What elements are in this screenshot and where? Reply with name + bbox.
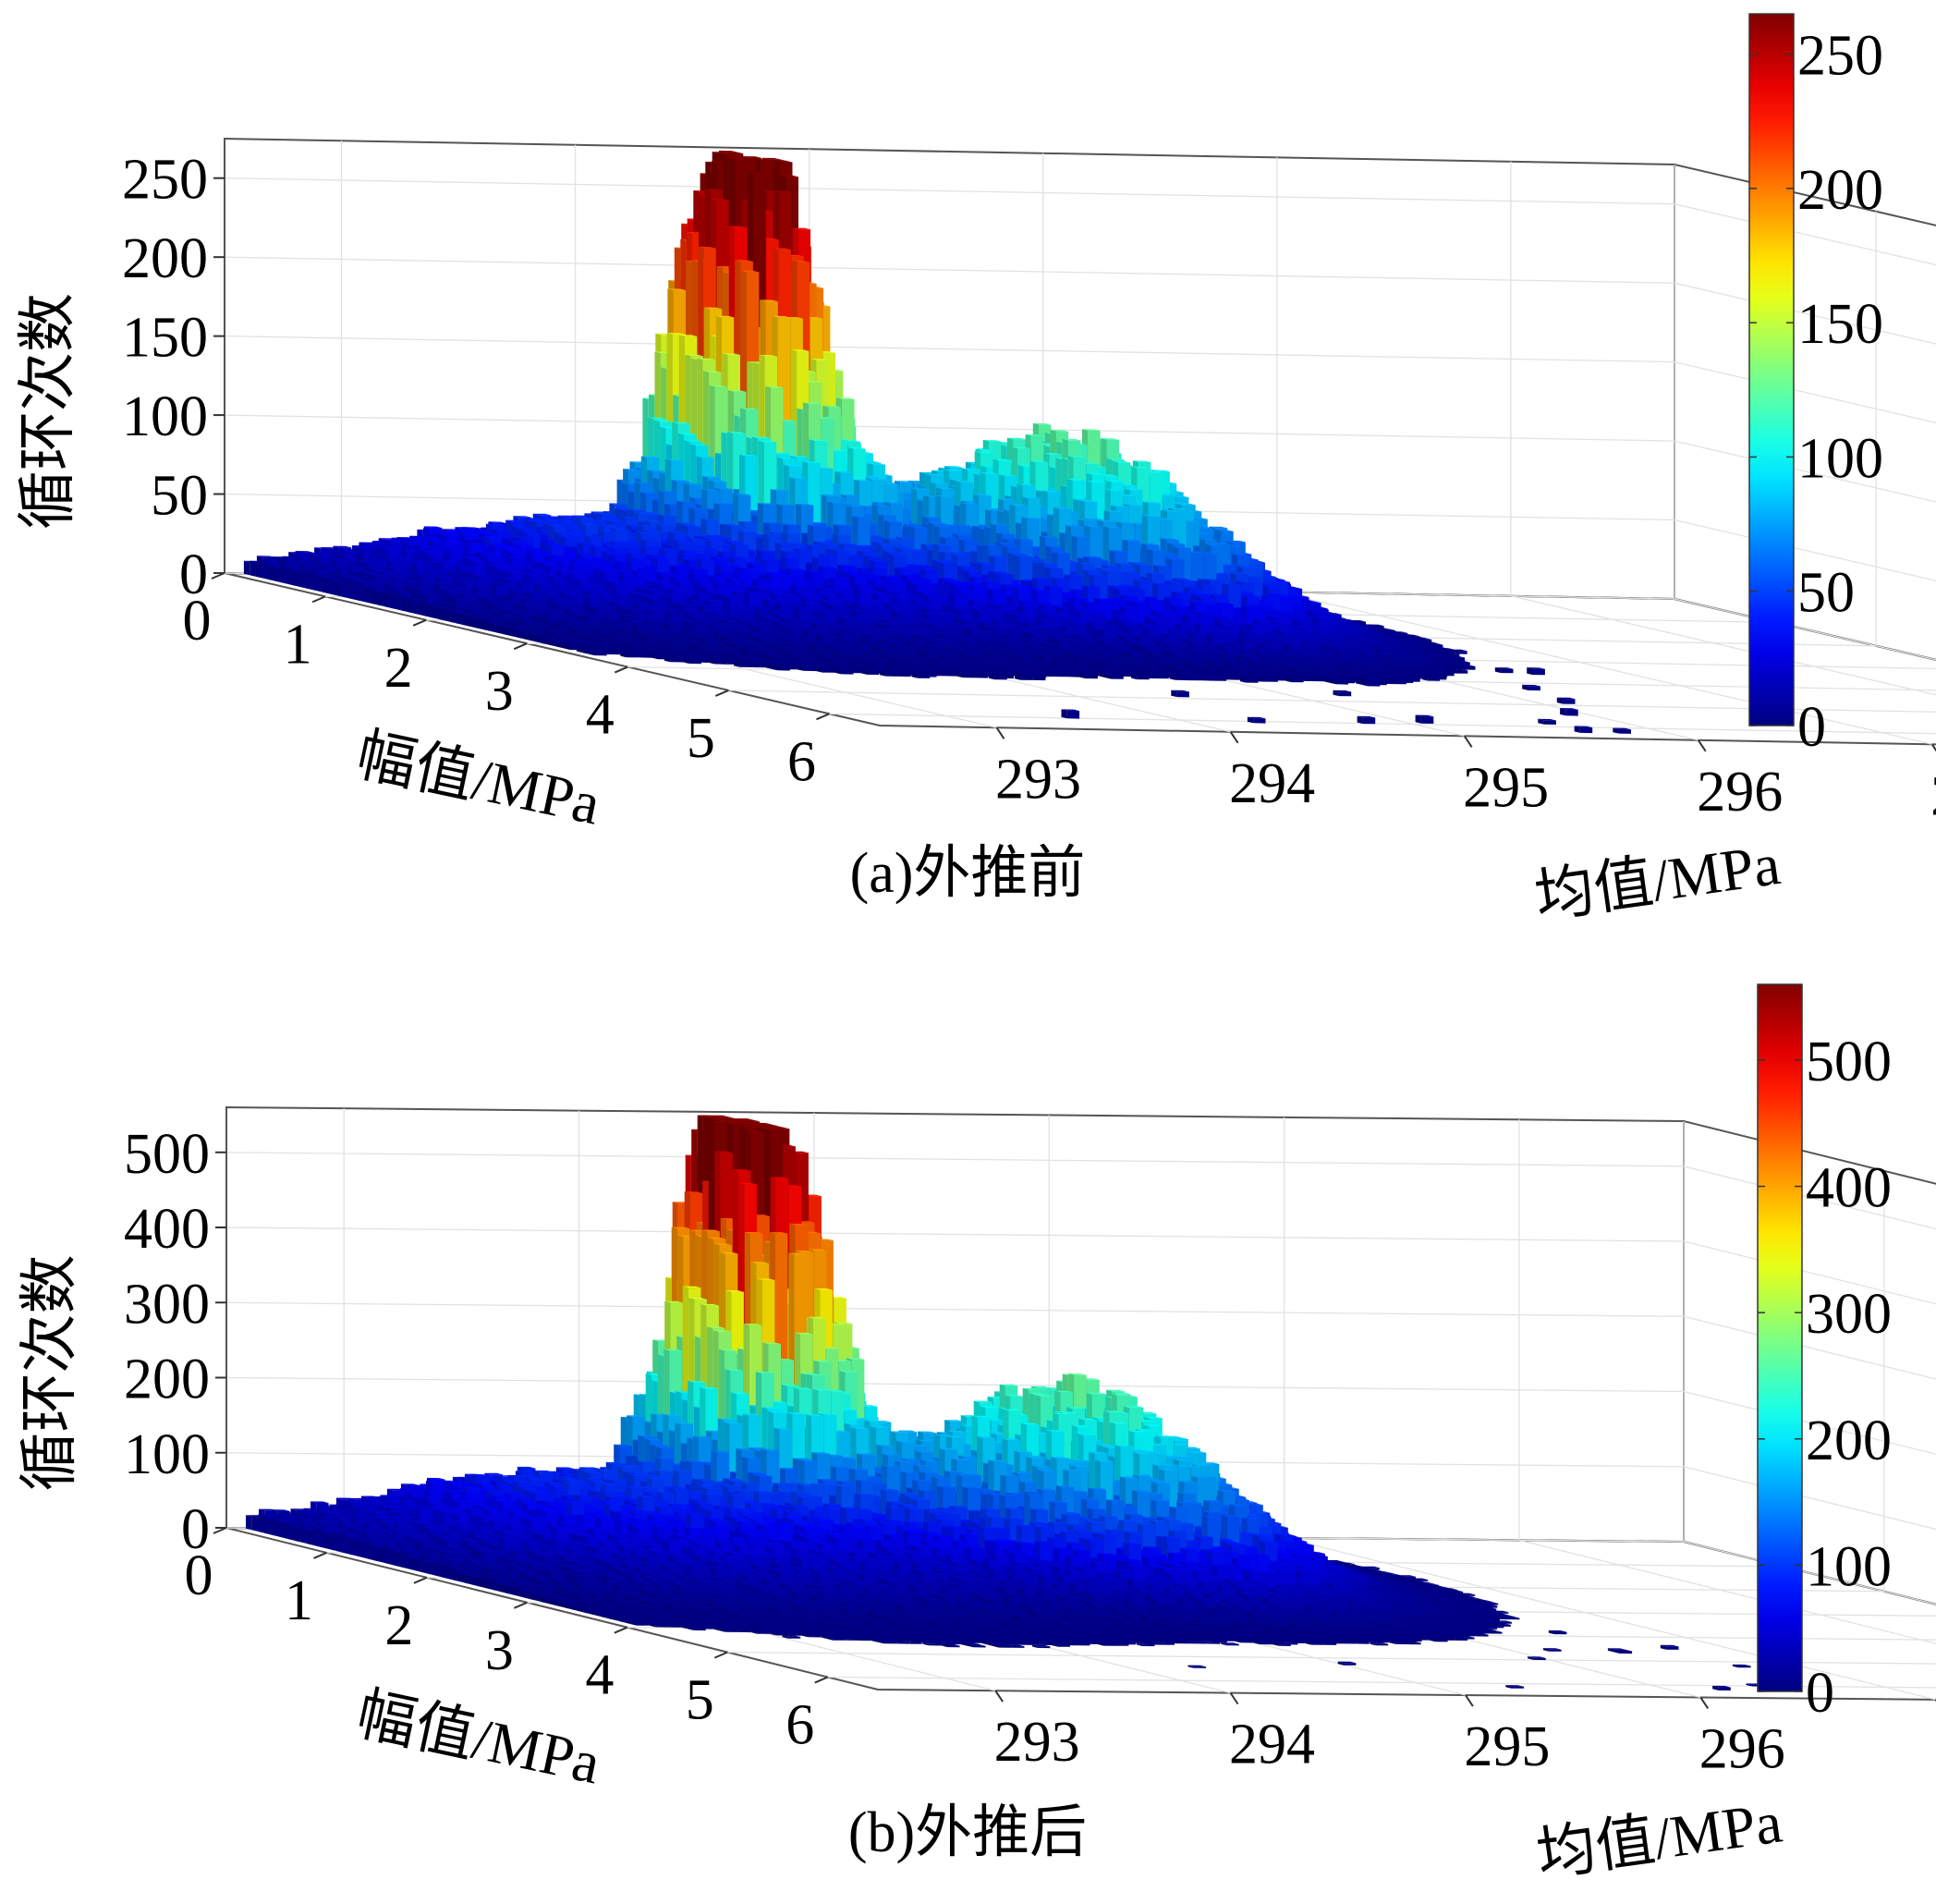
z-axis-label: 循环次数	[15, 293, 80, 530]
grid-z	[225, 178, 1936, 357]
x-tick-label: 1	[284, 613, 312, 676]
colorbar-tick-label: 200	[1797, 159, 1883, 222]
y-tick-label: 295	[1463, 756, 1549, 819]
colorbar-tick-label: 250	[1797, 25, 1883, 88]
grid-z	[225, 257, 1936, 435]
y-tick-label: 294	[1229, 752, 1315, 815]
y-tick-label: 293	[995, 748, 1081, 811]
bar	[1248, 717, 1266, 724]
colorbar-tick-label: 100	[1797, 427, 1883, 490]
bar	[1358, 716, 1376, 725]
y-tick-label: 296	[1697, 761, 1783, 824]
bar3d-chart-b: 0100200300400500012345629329429529629729…	[0, 950, 1936, 1900]
bar	[1416, 715, 1434, 725]
colorbar: 0 50 100 150 200 250	[1749, 14, 1883, 759]
x-tick-label: 6	[787, 730, 816, 793]
bar	[1062, 709, 1080, 718]
bar	[1557, 698, 1576, 704]
bar	[1333, 690, 1352, 697]
bar	[1527, 667, 1545, 675]
z-tick-label: 150	[122, 307, 208, 370]
x-tick-label: 4	[586, 684, 615, 747]
bar	[1522, 685, 1540, 690]
bar-series	[246, 1116, 1764, 1691]
bar	[1575, 726, 1593, 733]
x-tick-label: 0	[183, 590, 212, 653]
z-tick-label: 250	[122, 149, 208, 212]
x-tick-label: 2	[384, 637, 413, 700]
bar	[1171, 690, 1189, 698]
z-tick-label: 200	[122, 227, 208, 290]
chart-panel-b: 0100200300400500012345629329429529629729…	[0, 950, 1936, 1900]
bar	[1613, 728, 1631, 734]
bar3d-chart-a: 0501001502002500123456293294295296297298…	[0, 0, 1936, 950]
colorbar-tick-label: 50	[1797, 562, 1855, 625]
bar	[1495, 667, 1514, 673]
z-tick-label: 100	[122, 385, 208, 448]
bar	[1560, 708, 1578, 716]
y-tick-label: 297	[1930, 764, 1936, 827]
grid-z	[226, 1153, 1936, 1328]
bar-series	[244, 151, 1631, 734]
colorbar-tick-label: 0	[1797, 696, 1826, 759]
bar	[1362, 677, 1381, 687]
z-tick-label: 50	[151, 465, 208, 528]
x-axis-label: 幅值/MPa	[351, 722, 606, 837]
panel-caption: (a)外推前	[850, 842, 1086, 905]
colorbar-tick-label: 150	[1797, 293, 1883, 356]
chart-panel-a: 0501001502002500123456293294295296297298…	[0, 0, 1936, 950]
bar	[1538, 719, 1556, 725]
x-tick-label: 3	[485, 660, 514, 723]
x-tick-label: 5	[687, 707, 715, 770]
y-axis-label: 均值/MPa	[1531, 831, 1784, 930]
